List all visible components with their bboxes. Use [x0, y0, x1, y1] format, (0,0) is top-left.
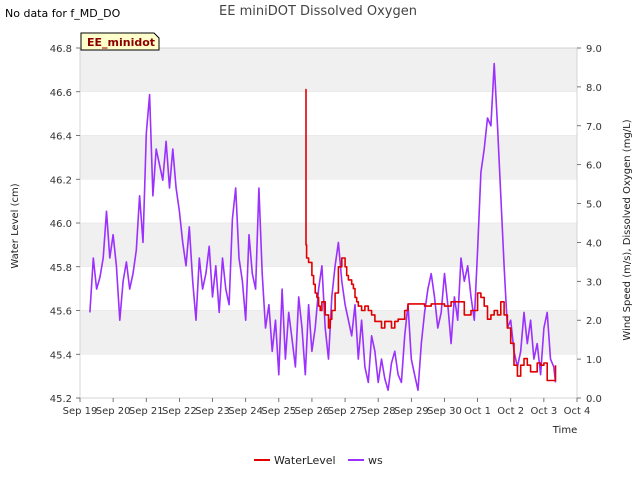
series-line-waterlevel — [305, 88, 557, 382]
x-tick-label: Sep 30 — [427, 406, 462, 417]
x-tick-label: Sep 22 — [162, 406, 197, 417]
y-axis-left: 45.2 45.4 45.6 45.8 46.0 46.2 46.4 46.6 46.8 — [50, 44, 80, 405]
x-tick-label: Sep 26 — [295, 406, 330, 417]
y-left-tick-label: 45.2 — [50, 394, 72, 405]
x-tick-label: Sep 25 — [261, 406, 296, 417]
y-left-tick-label: 46.6 — [50, 88, 72, 99]
legend-label-ws: ws — [368, 454, 383, 467]
x-tick-label: Oct 4 — [564, 406, 591, 417]
x-tick-label: Sep 27 — [328, 406, 363, 417]
y-left-tick-label: 46.8 — [50, 44, 72, 55]
y-right-tick-label: 8.0 — [586, 83, 602, 94]
y-left-tick-label: 45.4 — [50, 350, 72, 361]
background-bands — [80, 47, 577, 355]
grid-band — [80, 48, 577, 92]
chart-title: EE miniDOT Dissolved Oxygen — [219, 4, 417, 19]
y-left-tick-label: 46.0 — [50, 219, 72, 230]
legend-label-waterlevel: WaterLevel — [274, 454, 336, 467]
x-tick-label: Sep 24 — [228, 406, 263, 417]
x-tick-label: Sep 20 — [96, 406, 131, 417]
x-tick-label: Sep 23 — [195, 406, 230, 417]
x-tick-label: Sep 21 — [129, 406, 164, 417]
x-axis-title: Time — [552, 425, 577, 436]
series-layer — [89, 62, 557, 391]
y-right-tick-label: 9.0 — [586, 44, 602, 55]
station-badge-box — [80, 32, 160, 51]
y-right-tick-label: 0.0 — [586, 394, 602, 405]
y-left-tick-label: 45.8 — [50, 263, 72, 274]
x-tick-label: Sep 28 — [361, 406, 396, 417]
y-right-tick-label: 1.0 — [586, 355, 602, 366]
y-right-tick-label: 2.0 — [586, 316, 602, 327]
station-badge: EE_minidot — [80, 32, 160, 51]
x-tick-label: Oct 3 — [530, 406, 557, 417]
x-tick-label: Oct 1 — [464, 406, 491, 417]
y-left-tick-label: 45.6 — [50, 307, 72, 318]
y-axis-left-title: Water Level (cm) — [10, 183, 21, 268]
legend: WaterLevel ws — [254, 454, 383, 467]
grid-band — [80, 223, 577, 267]
station-badge-label: EE_minidot — [87, 36, 155, 49]
y-left-tick-label: 46.4 — [50, 132, 72, 143]
y-left-tick-label: 46.2 — [50, 175, 72, 186]
x-tick-label: Sep 19 — [63, 406, 98, 417]
y-right-tick-label: 6.0 — [586, 161, 602, 172]
y-axis-right-title: Wind Speed (m/s), Dissolved Oxygen (mg/L… — [622, 119, 633, 340]
y-axis-right: 0.0 1.0 2.0 3.0 4.0 5.0 6.0 7.0 8.0 9.0 — [577, 44, 602, 405]
y-right-tick-label: 4.0 — [586, 238, 602, 249]
x-tick-label: Sep 29 — [394, 406, 429, 417]
y-right-tick-label: 7.0 — [586, 122, 602, 133]
y-right-tick-label: 3.0 — [586, 277, 602, 288]
x-tick-label: Oct 2 — [497, 406, 524, 417]
no-data-note: No data for f_MD_DO — [5, 7, 121, 20]
y-right-tick-label: 5.0 — [586, 200, 602, 211]
series-line-ws — [89, 62, 557, 391]
